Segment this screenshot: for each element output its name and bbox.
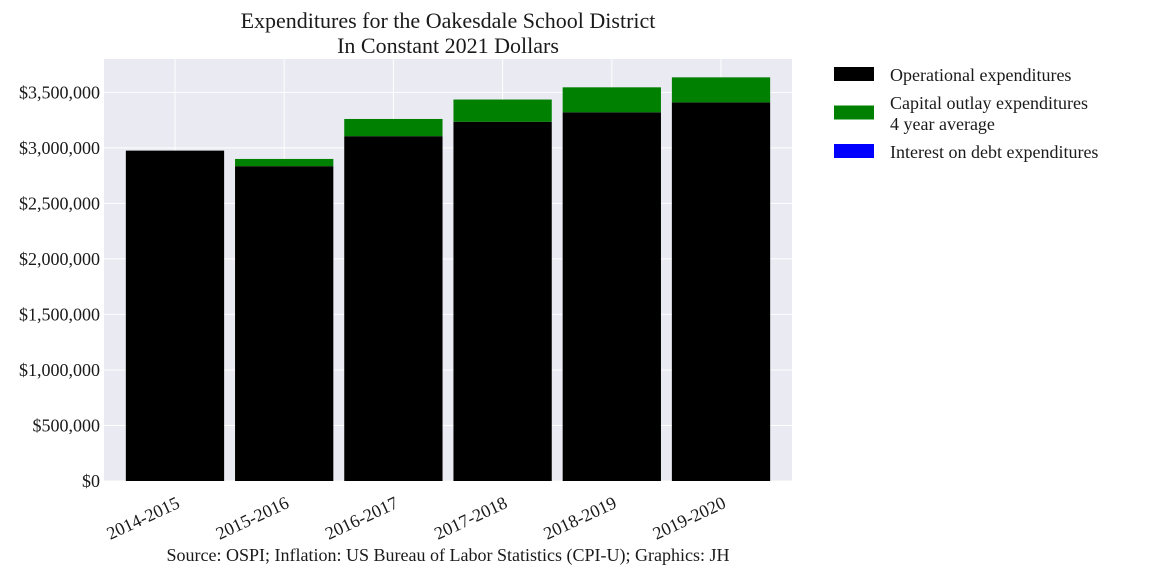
- y-axis-ticks: $0 $500,000 $1,000,000 $1,500,000 $2,000,000…: [19, 82, 100, 491]
- bar-2014-2015-series-1: [125, 150, 225, 482]
- y-tick-label: $1,000,000: [19, 360, 100, 380]
- bar-2018-2019-series-2: [562, 87, 661, 113]
- y-tick-label: $0: [82, 471, 100, 491]
- y-tick-label: $3,000,000: [19, 138, 100, 158]
- bar-2017-2018-series-2: [453, 99, 552, 122]
- legend-label-3: Interest on debt expenditures: [890, 142, 1098, 162]
- legend-swatch-2: [834, 105, 874, 120]
- x-axis-ticks: 2014-2015 2015-2016 2016-2017 2017-2018 2018…: [104, 492, 729, 543]
- bar-2015-2016-series-1: [235, 166, 334, 482]
- bar-2019-2020-series-1: [671, 102, 771, 482]
- x-tick-label: 2017-2018: [431, 492, 510, 543]
- bar-2019-2020-series-2: [671, 77, 771, 103]
- x-tick-label: 2016-2017: [322, 492, 401, 543]
- legend-swatch-1: [834, 67, 874, 81]
- x-tick-label: 2014-2015: [104, 492, 183, 543]
- x-tick-label: 2019-2020: [650, 492, 729, 543]
- y-tick-label: $500,000: [33, 415, 101, 435]
- bars: [125, 77, 771, 482]
- bar-2018-2019-series-1: [562, 112, 661, 481]
- y-tick-label: $2,000,000: [19, 249, 100, 269]
- legend-swatch-3: [834, 144, 874, 158]
- x-tick-label: 2018-2019: [540, 492, 619, 543]
- chart-title-line-1: Expenditures for the Oakesdale School Di…: [241, 8, 656, 33]
- legend: Operational expenditures Capital outlay e…: [834, 65, 1098, 162]
- bar-2015-2016-series-2: [235, 158, 334, 167]
- bar-2017-2018-series-1: [453, 121, 552, 481]
- y-tick-label: $1,500,000: [19, 304, 100, 324]
- source-note: Source: OSPI; Inflation: US Bureau of La…: [167, 545, 730, 566]
- bar-2016-2017-series-2: [344, 118, 443, 137]
- bar-2016-2017-series-1: [344, 136, 443, 481]
- legend-label-2: Capital outlay expenditures 4 year averag…: [890, 93, 1088, 134]
- legend-label-1: Operational expenditures: [890, 65, 1071, 85]
- y-tick-label: $2,500,000: [19, 193, 100, 213]
- x-tick-label: 2015-2016: [213, 492, 292, 543]
- y-tick-label: $3,500,000: [19, 82, 100, 102]
- chart-title-line-2: In Constant 2021 Dollars: [337, 33, 559, 58]
- chart-title: Expenditures for the Oakesdale School Di…: [241, 8, 656, 58]
